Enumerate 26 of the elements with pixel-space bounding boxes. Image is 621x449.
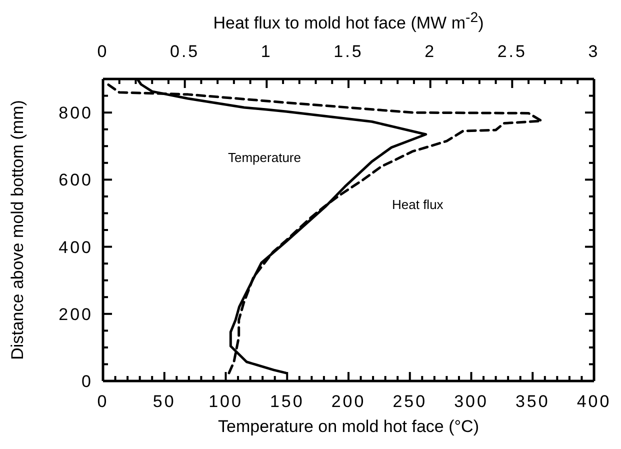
x-tick-label: 0 xyxy=(97,392,109,411)
y-axis-title: Distance above mold bottom (mm) xyxy=(8,99,28,362)
text: Temperature xyxy=(228,150,301,165)
x2-tick-label: 3 xyxy=(588,42,600,61)
y-tick-label: 600 xyxy=(58,170,93,190)
x-tick-label: 400 xyxy=(576,392,612,411)
x2-tick-label: 0 xyxy=(97,42,109,61)
x2-tick-label: 0.5 xyxy=(170,42,200,61)
x2-tick-label: 1.5 xyxy=(334,42,364,61)
y-tick-label: 400 xyxy=(58,238,93,257)
text: Heat flux xyxy=(392,197,444,212)
x-tick-label: 50 xyxy=(152,392,176,411)
x-tick-label: 250 xyxy=(392,392,428,411)
y-tick-label: 800 xyxy=(58,104,93,123)
x-tick-label: 200 xyxy=(331,392,366,411)
x2-axis-title: Heat flux to mold hot face (MW m$^{-2}$) xyxy=(212,10,485,34)
x-tick-label: 350 xyxy=(515,392,550,411)
y-tick-label: 200 xyxy=(58,304,93,324)
y-tick-label: 0 xyxy=(82,372,93,391)
x2-tick-label: 1 xyxy=(260,42,272,61)
x-tick-label: 150 xyxy=(270,392,304,411)
x-tick-label: 100 xyxy=(208,392,243,411)
x-axis-title: Temperature on mold hot face (°C) xyxy=(217,417,480,437)
x-tick-label: 300 xyxy=(454,392,488,411)
x2-tick-label: 2.5 xyxy=(497,42,527,61)
x2-tick-label: 2 xyxy=(424,42,436,61)
